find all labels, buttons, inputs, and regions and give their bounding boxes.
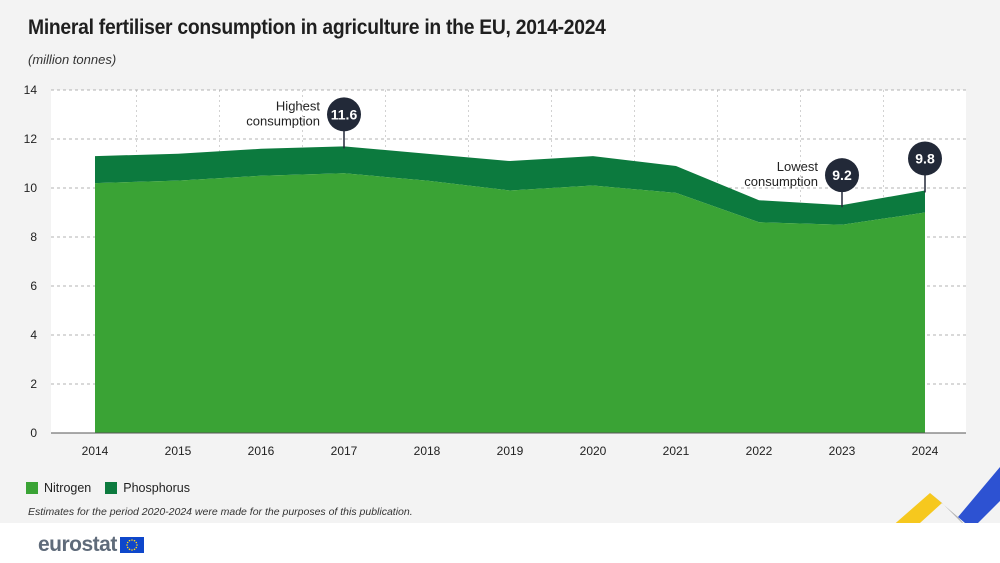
legend-item-phosphorus: Phosphorus: [105, 481, 190, 495]
y-tick-label: 0: [30, 426, 37, 440]
area-chart: 0 2 4 6 8 10 12 14 2014 2015 2016 2017 2018 2019 2020 2…: [24, 83, 966, 458]
y-tick-label: 2: [30, 377, 37, 391]
callout-label: consumption: [246, 113, 320, 128]
chart-subtitle: (million tonnes): [28, 52, 117, 67]
x-tick-label: 2017: [331, 444, 358, 458]
legend-label-phosphorus: Phosphorus: [123, 481, 190, 495]
chart-title: Mineral fertiliser consumption in agricu…: [28, 16, 606, 39]
x-tick-label: 2019: [497, 444, 524, 458]
footer-bar: eurostat: [0, 523, 1000, 563]
x-tick-label: 2022: [746, 444, 773, 458]
x-tick-label: 2023: [829, 444, 856, 458]
callout-bubble: [327, 97, 361, 132]
x-tick-label: 2016: [248, 444, 275, 458]
callout-value: 9.8: [915, 150, 935, 166]
callout-value: 9.2: [832, 167, 852, 183]
area-nitrogen: [95, 173, 925, 434]
legend: Nitrogen Phosphorus: [26, 481, 190, 495]
area-phosphorus: [95, 146, 925, 225]
callout-label: Highest: [276, 98, 320, 113]
x-tick-label: 2014: [82, 444, 109, 458]
legend-swatch-phosphorus: [105, 482, 118, 494]
legend-item-nitrogen: Nitrogen: [26, 481, 91, 495]
eu-flag-icon: [119, 537, 144, 553]
legend-label-nitrogen: Nitrogen: [44, 481, 92, 495]
x-tick-label: 2024: [912, 444, 939, 458]
y-tick-label: 6: [30, 279, 37, 293]
x-tick-label: 2020: [580, 444, 607, 458]
eurostat-logo: eurostat: [38, 533, 144, 557]
y-tick-label: 10: [24, 181, 38, 195]
y-tick-label: 14: [24, 83, 38, 97]
callout-label: consumption: [744, 174, 818, 189]
x-tick-label: 2015: [165, 444, 192, 458]
x-tick-label: 2018: [414, 444, 441, 458]
callout-bubble: [908, 141, 942, 176]
callout-label: Lowest: [777, 159, 819, 174]
callout-value: 11.6: [331, 106, 358, 122]
ribbon-blue: [958, 467, 1000, 529]
y-tick-label: 8: [30, 230, 37, 244]
callout-bubble: [825, 158, 859, 193]
legend-swatch-nitrogen: [26, 482, 38, 494]
footnote: Estimates for the period 2020-2024 were …: [28, 506, 413, 518]
y-tick-label: 4: [30, 328, 37, 342]
y-tick-label: 12: [24, 132, 38, 146]
logo-text: eurostat: [38, 533, 117, 556]
x-tick-label: 2021: [663, 444, 690, 458]
